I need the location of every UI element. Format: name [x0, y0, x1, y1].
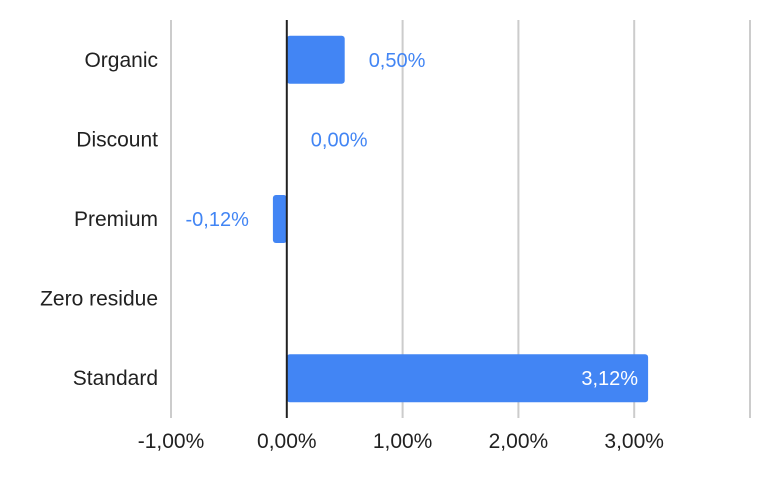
category-labels: Organic Discount Premium Zero residue Standa… — [40, 49, 158, 390]
bars — [272, 35, 649, 403]
bar-organic — [286, 35, 345, 84]
x-tick-labels: -1,00% 0,00% 1,00% 2,00% 3,00% — [138, 430, 664, 453]
category-label-zero-residue: Zero residue — [40, 288, 158, 311]
x-tick-label: 2,00% — [489, 430, 549, 453]
category-label-discount: Discount — [76, 128, 158, 151]
data-labels: 0,50% 0,00% -0,12% 3,12% — [186, 50, 639, 390]
data-label-discount: 0,00% — [311, 129, 368, 151]
bar-standard — [286, 354, 649, 403]
x-tick-label: -1,00% — [138, 430, 205, 453]
grid-lines — [170, 20, 751, 418]
x-tick-label: 3,00% — [604, 430, 664, 453]
data-label-organic: 0,50% — [369, 50, 426, 72]
category-label-organic: Organic — [84, 49, 158, 72]
bar-premium — [272, 195, 287, 243]
category-label-standard: Standard — [73, 367, 158, 390]
data-label-premium: -0,12% — [186, 209, 250, 231]
x-tick-label: 0,00% — [257, 430, 317, 453]
category-label-premium: Premium — [74, 208, 158, 231]
x-tick-label: 1,00% — [373, 430, 433, 453]
data-label-standard: 3,12% — [581, 368, 638, 390]
